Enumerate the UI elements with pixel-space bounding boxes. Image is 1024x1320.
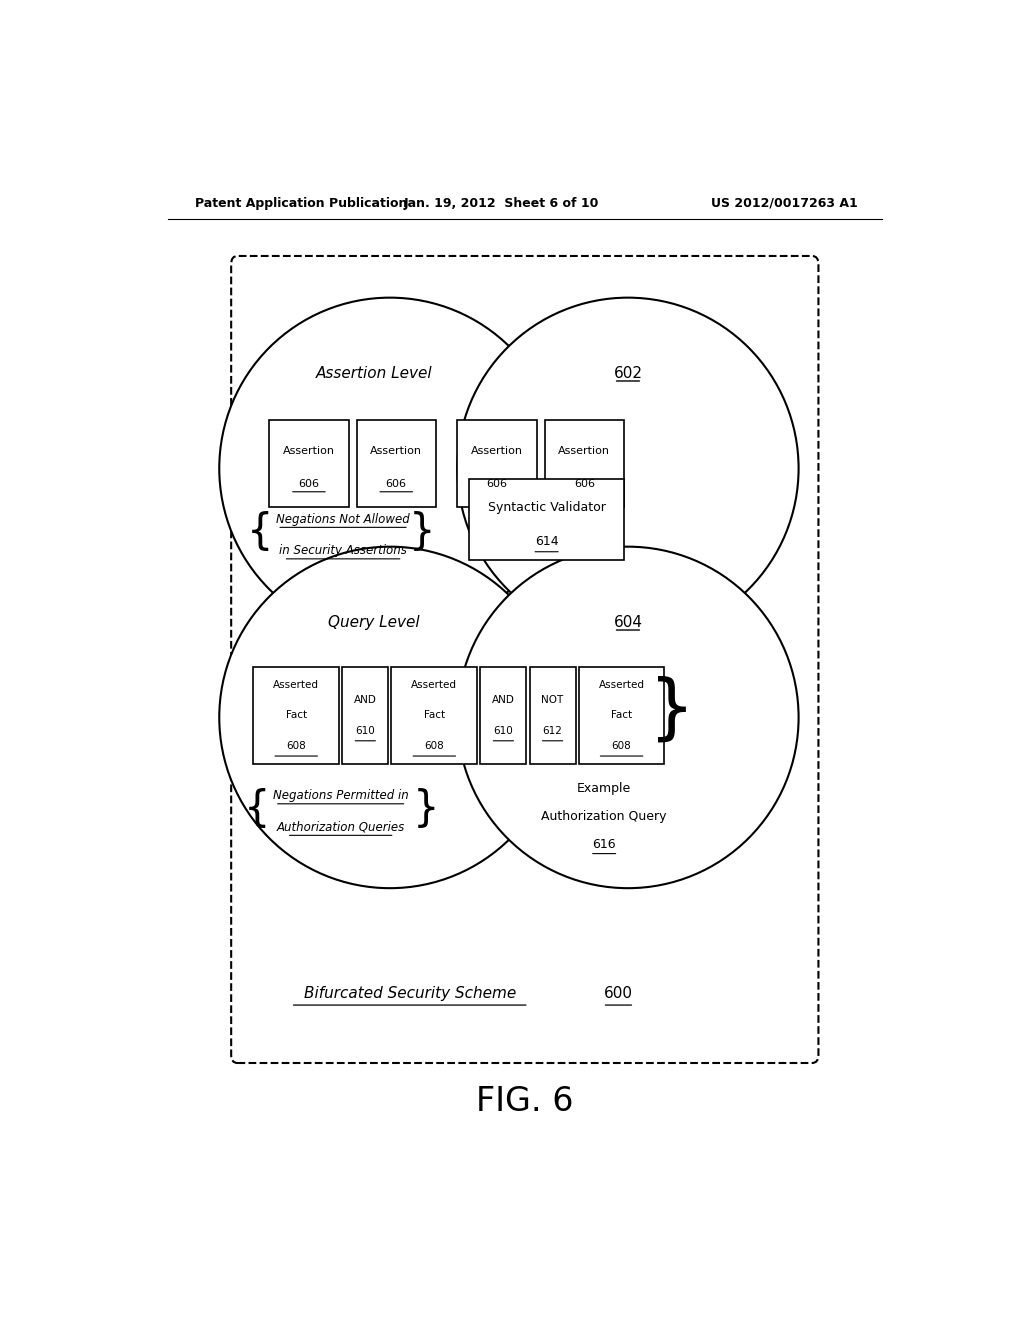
- FancyBboxPatch shape: [469, 479, 624, 560]
- Text: Asserted: Asserted: [273, 680, 319, 690]
- Text: AND: AND: [492, 696, 515, 705]
- Text: }: }: [413, 788, 439, 830]
- Text: Assertion: Assertion: [558, 446, 610, 457]
- Text: 606: 606: [298, 479, 319, 488]
- Text: 602: 602: [613, 367, 642, 381]
- Text: Example: Example: [578, 781, 631, 795]
- FancyBboxPatch shape: [480, 667, 526, 764]
- Text: 604: 604: [613, 615, 642, 631]
- Text: {: {: [247, 511, 273, 553]
- Text: in Security Assertions: in Security Assertions: [280, 544, 407, 557]
- FancyBboxPatch shape: [458, 420, 537, 507]
- FancyBboxPatch shape: [342, 667, 388, 764]
- Text: 606: 606: [573, 479, 595, 488]
- Text: Asserted: Asserted: [412, 680, 458, 690]
- Text: 608: 608: [287, 741, 306, 751]
- Text: Syntactic Validator: Syntactic Validator: [487, 502, 605, 515]
- Text: Assertion: Assertion: [283, 446, 335, 457]
- Text: Bifurcated Security Scheme: Bifurcated Security Scheme: [303, 986, 516, 1002]
- Text: Jan. 19, 2012  Sheet 6 of 10: Jan. 19, 2012 Sheet 6 of 10: [403, 197, 599, 210]
- FancyBboxPatch shape: [356, 420, 436, 507]
- FancyBboxPatch shape: [545, 420, 624, 507]
- FancyBboxPatch shape: [391, 667, 477, 764]
- Text: {: {: [244, 788, 270, 830]
- Text: Negations Not Allowed: Negations Not Allowed: [276, 512, 410, 525]
- Text: Negations Permitted in: Negations Permitted in: [272, 789, 409, 803]
- Text: 614: 614: [535, 536, 558, 549]
- Text: 610: 610: [494, 726, 513, 735]
- Text: 608: 608: [425, 741, 444, 751]
- FancyBboxPatch shape: [529, 667, 575, 764]
- Text: Fact: Fact: [286, 710, 307, 721]
- Text: 606: 606: [386, 479, 407, 488]
- FancyBboxPatch shape: [269, 420, 348, 507]
- Text: Fact: Fact: [424, 710, 444, 721]
- Text: 606: 606: [486, 479, 508, 488]
- Text: AND: AND: [354, 696, 377, 705]
- FancyBboxPatch shape: [231, 256, 818, 1063]
- Text: Assertion Level: Assertion Level: [315, 367, 432, 381]
- FancyBboxPatch shape: [253, 667, 339, 764]
- Text: 612: 612: [543, 726, 562, 735]
- Ellipse shape: [219, 297, 560, 639]
- Text: }: }: [648, 676, 694, 744]
- Text: NOT: NOT: [542, 696, 563, 705]
- Text: Authorization Queries: Authorization Queries: [276, 821, 404, 834]
- Text: 616: 616: [592, 838, 616, 851]
- Text: Assertion: Assertion: [471, 446, 523, 457]
- Text: FIG. 6: FIG. 6: [476, 1085, 573, 1118]
- FancyBboxPatch shape: [579, 667, 665, 764]
- Text: }: }: [410, 511, 435, 553]
- Text: Query Level: Query Level: [329, 615, 420, 631]
- Text: Assertion: Assertion: [371, 446, 422, 457]
- Text: Fact: Fact: [611, 710, 632, 721]
- Text: 608: 608: [611, 741, 632, 751]
- Ellipse shape: [219, 546, 560, 888]
- Text: Asserted: Asserted: [599, 680, 645, 690]
- Text: 610: 610: [355, 726, 375, 735]
- Ellipse shape: [458, 546, 799, 888]
- Text: US 2012/0017263 A1: US 2012/0017263 A1: [712, 197, 858, 210]
- Text: 600: 600: [604, 986, 633, 1002]
- Ellipse shape: [458, 297, 799, 639]
- Text: Patent Application Publication: Patent Application Publication: [196, 197, 408, 210]
- Text: Authorization Query: Authorization Query: [542, 809, 667, 822]
